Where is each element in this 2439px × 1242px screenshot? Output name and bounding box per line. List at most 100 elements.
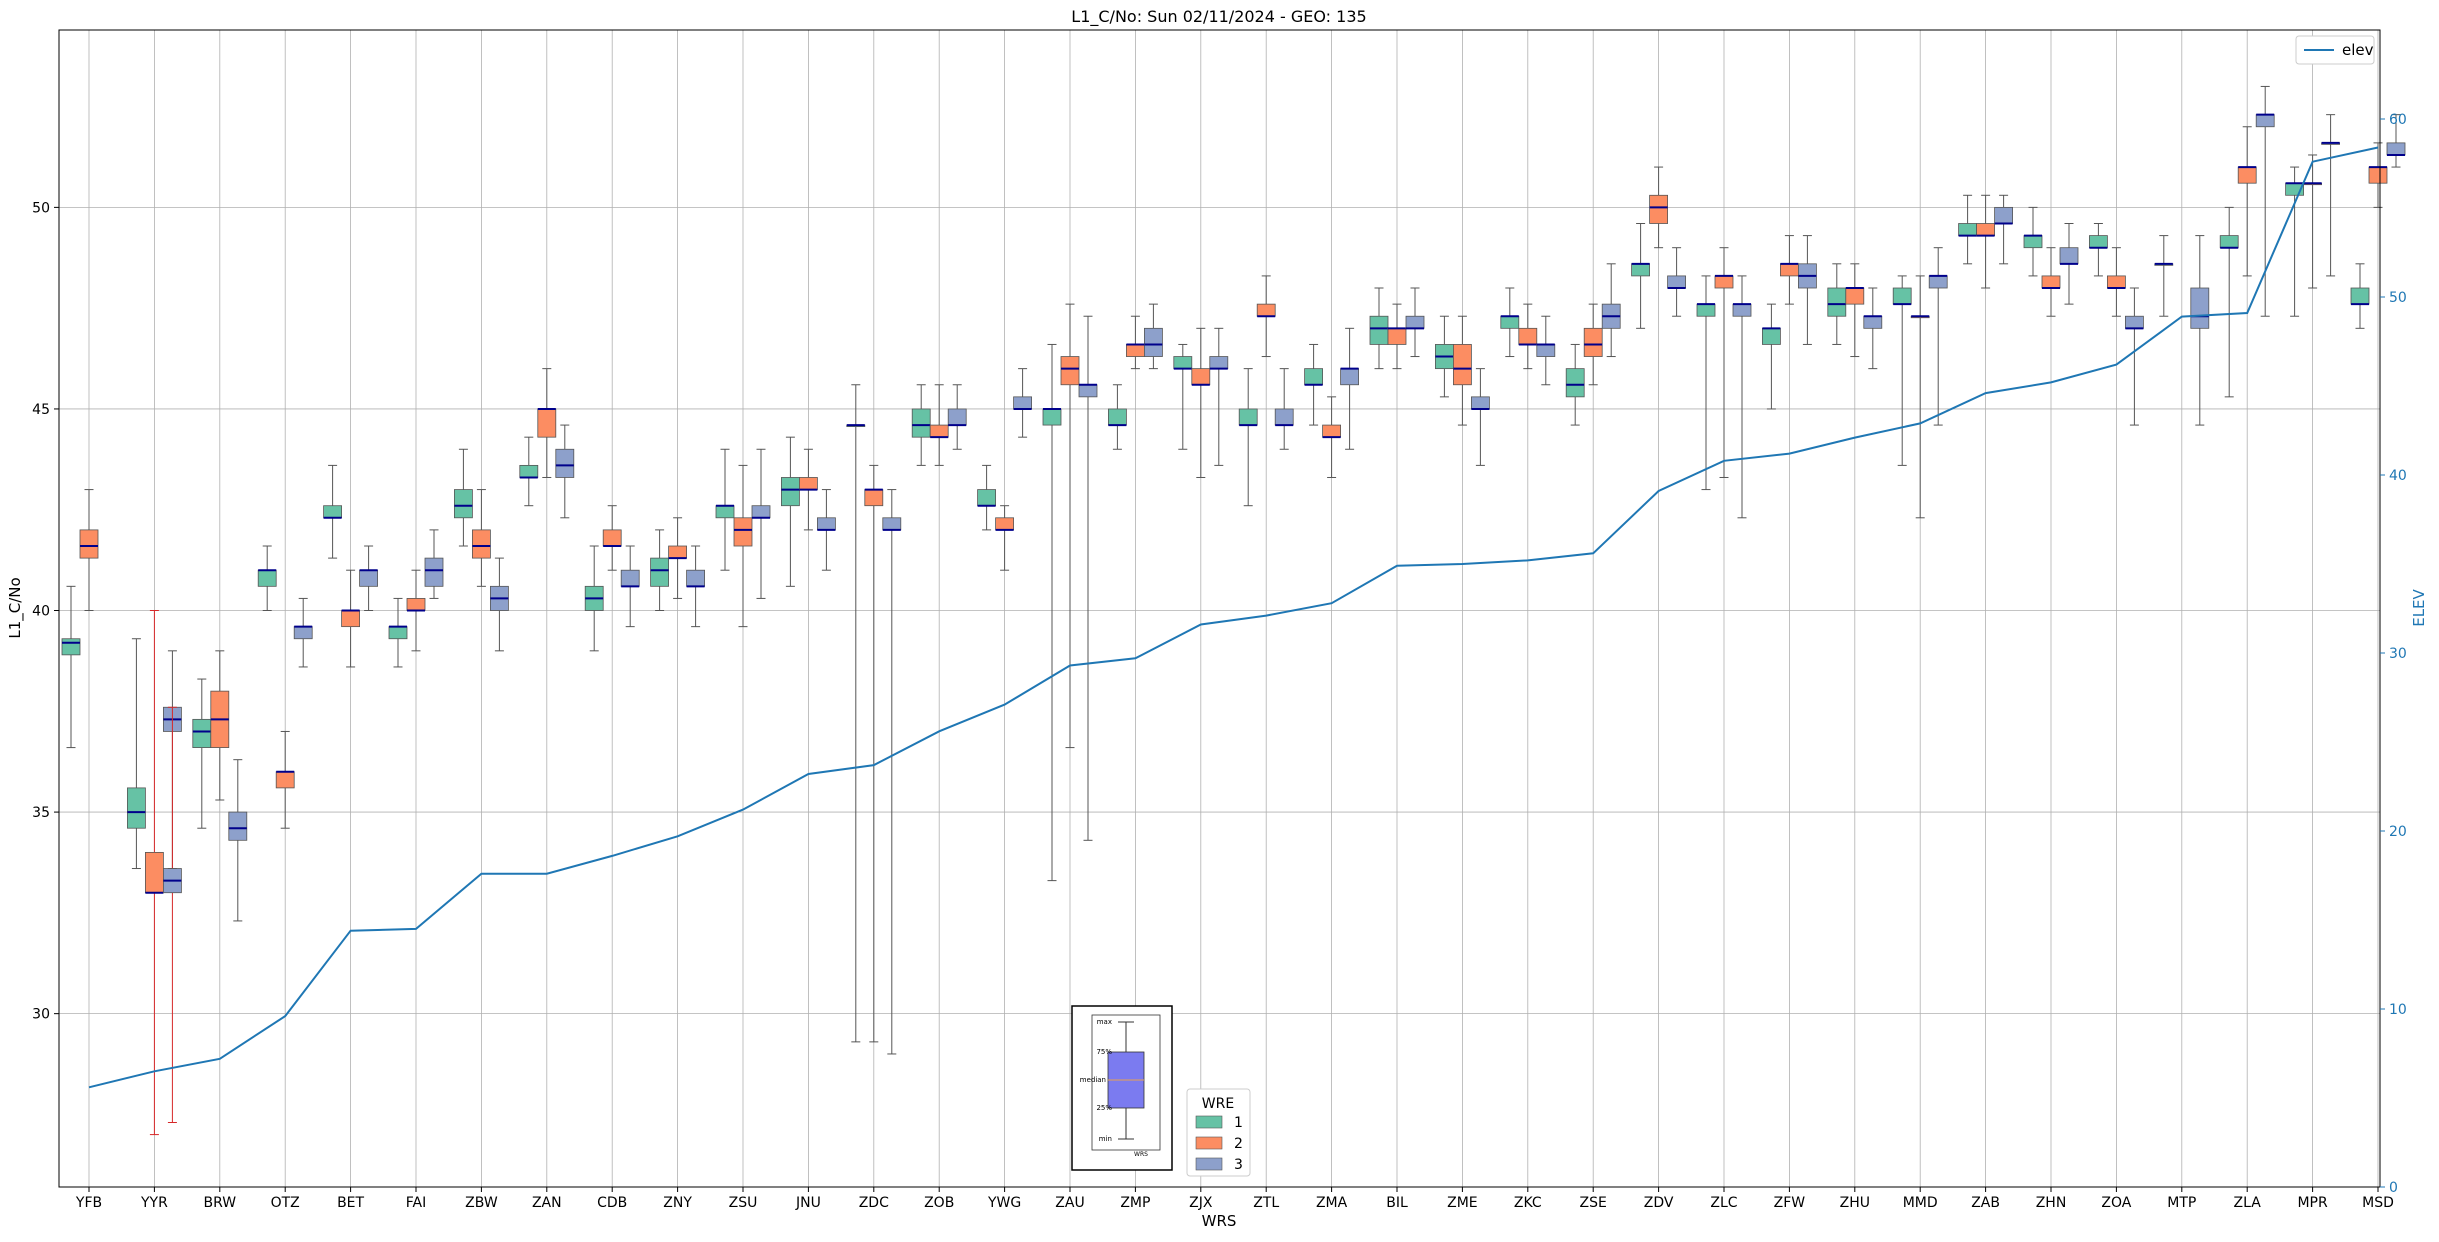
box-zab-wre2 [1976, 194, 1995, 289]
box-zsu-wre3 [751, 448, 771, 599]
chart-title: L1_C/No: Sun 02/11/2024 - GEO: 135 [1071, 7, 1366, 27]
box-brw-wre2 [210, 650, 230, 801]
x-tick-label: ZME [1447, 1195, 1478, 1211]
iqr-box [2237, 166, 2257, 184]
elev-series [88, 146, 2379, 1089]
box-zdc-wre2 [864, 464, 884, 1043]
x-tick-label: ZLA [2234, 1195, 2262, 1211]
box-otz-wre1 [257, 545, 277, 612]
iqr-box [1042, 408, 1062, 426]
iqr-box [817, 517, 836, 531]
iqr-box [1173, 356, 1193, 370]
box-yfb-wre1 [61, 585, 81, 749]
box-zau-wre1 [1042, 343, 1062, 882]
x-tick-label: OTZ [271, 1195, 300, 1211]
iqr-box [1304, 368, 1323, 386]
box-fai-wre1 [388, 597, 408, 668]
box-zme-wre3 [1471, 368, 1490, 466]
box-jnu-wre2 [799, 448, 818, 531]
box-yyr-wre3 [162, 706, 182, 1123]
elev-legend-label: elev [2342, 41, 2374, 59]
iqr-box [1892, 287, 1912, 305]
iqr-box [1714, 275, 1734, 289]
iqr-box [293, 626, 313, 640]
box-ywg-wre3 [1013, 368, 1032, 438]
box-zse-wre3 [1601, 263, 1621, 358]
iqr-box [341, 610, 361, 628]
iqr-box [2106, 275, 2126, 289]
iqr-box [1238, 408, 1258, 426]
box-zhn-wre1 [2023, 206, 2043, 277]
x-tick-label: ZSU [729, 1195, 758, 1211]
iqr-box [1322, 424, 1341, 438]
iqr-box [1565, 368, 1585, 398]
iqr-box [1060, 356, 1080, 386]
elev-legend-frame [2295, 35, 2375, 65]
iqr-box [1667, 275, 1686, 289]
iqr-box [1126, 344, 1145, 357]
iqr-box [1453, 344, 1472, 386]
box-zmp-wre1 [1108, 384, 1127, 450]
inset-xlabel: WRS [1134, 1151, 1148, 1158]
iqr-box [323, 505, 343, 519]
box-brw-wre1 [192, 678, 212, 829]
iqr-box [2219, 235, 2239, 249]
iqr-box [602, 529, 622, 547]
iqr-box [2023, 235, 2043, 249]
iqr-box [1732, 303, 1752, 317]
iqr-box [275, 771, 295, 789]
iqr-box [1863, 315, 1883, 329]
iqr-box [882, 517, 902, 531]
box-fai-wre2 [406, 569, 426, 652]
box-zau-wre3 [1078, 315, 1098, 841]
box-zny-wre1 [650, 529, 669, 612]
iqr-box [1845, 287, 1865, 305]
x-tick-label: BET [337, 1195, 364, 1211]
iqr-box [388, 626, 408, 640]
x-tick-label: ZAB [1971, 1195, 2000, 1211]
iqr-box [929, 424, 949, 438]
x-tick-label: BIL [1386, 1195, 1408, 1211]
x-tick-label: ZMA [1316, 1195, 1348, 1211]
x-tick-label: ZMP [1120, 1195, 1150, 1211]
box-zab-wre1 [1958, 194, 1977, 265]
box-zsu-wre1 [715, 448, 735, 571]
x-tick-label: ZDV [1644, 1195, 1674, 1211]
x-tick-label: ZSE [1580, 1195, 1607, 1211]
iqr-box [61, 638, 81, 656]
x-tick-label: MSD [2362, 1195, 2394, 1211]
y2-tick-label: 0 [2389, 1180, 2398, 1196]
x-axis-label: WRS [1202, 1212, 1237, 1230]
iqr-box [192, 718, 212, 748]
iqr-box [424, 557, 444, 587]
box-zbw-wre2 [471, 489, 491, 587]
box-msd-wre1 [2350, 263, 2370, 329]
box-zan-wre2 [537, 368, 557, 478]
box-bil-wre3 [1405, 287, 1425, 358]
iqr-box [715, 505, 735, 519]
iqr-box [977, 489, 996, 507]
box-zmp-wre2 [1126, 315, 1145, 370]
x-tick-label: ZAN [532, 1195, 562, 1211]
box-zkc-wre3 [1536, 315, 1556, 386]
x-tick-label: CDB [597, 1195, 627, 1211]
iqr-box [1256, 303, 1276, 317]
box-bil-wre2 [1387, 303, 1407, 370]
box-ztl-wre3 [1274, 368, 1294, 450]
box-zlc-wre2 [1714, 247, 1734, 478]
iqr-box [1471, 396, 1490, 410]
iqr-box [537, 408, 557, 438]
x-tick-label: MPR [2297, 1195, 2328, 1211]
box-yfb-wre2 [79, 489, 99, 612]
box-zlc-wre3 [1732, 275, 1752, 519]
box-zkc-wre2 [1518, 303, 1538, 370]
box-zjx-wre1 [1173, 343, 1193, 450]
box-zan-wre3 [555, 424, 575, 519]
y-tick-label: 35 [32, 805, 50, 821]
iqr-box [947, 408, 967, 426]
iqr-box [1405, 315, 1425, 329]
box-msd-wre3 [2386, 114, 2406, 168]
box-mpr-wre2 [2303, 154, 2323, 289]
box-mpr-wre3 [2321, 114, 2341, 277]
